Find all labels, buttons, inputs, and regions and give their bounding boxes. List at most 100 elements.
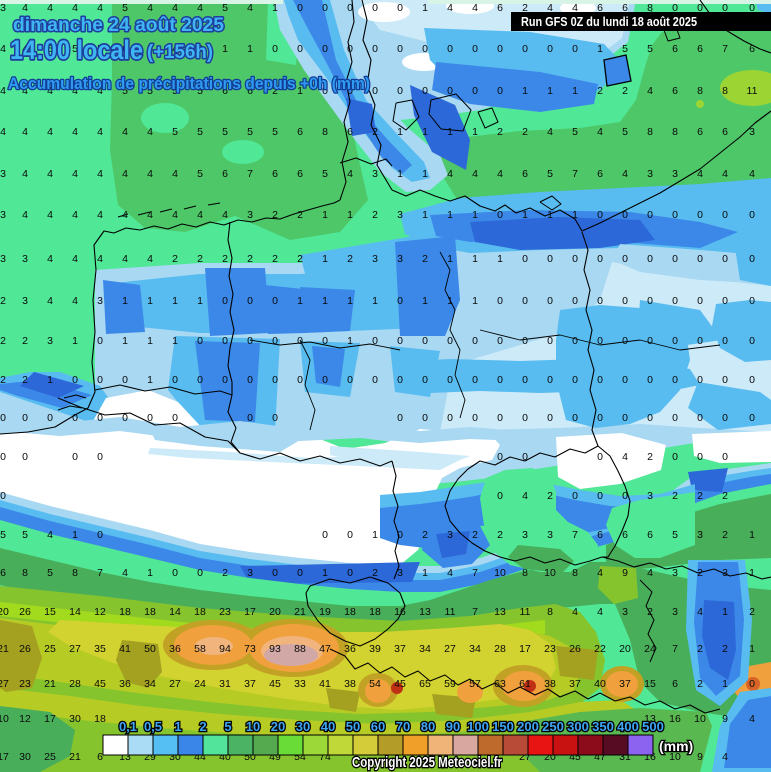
svg-text:0: 0 xyxy=(647,412,653,424)
svg-text:4: 4 xyxy=(197,2,203,14)
svg-text:4: 4 xyxy=(447,168,453,180)
svg-text:0: 0 xyxy=(622,412,628,424)
svg-text:13: 13 xyxy=(419,606,431,618)
svg-text:0: 0 xyxy=(47,412,53,424)
svg-text:0: 0 xyxy=(222,295,228,307)
svg-text:0: 0 xyxy=(322,43,328,55)
svg-text:2: 2 xyxy=(497,529,503,541)
svg-text:54: 54 xyxy=(369,678,381,690)
svg-text:0: 0 xyxy=(272,43,278,55)
svg-text:6: 6 xyxy=(97,751,103,763)
svg-text:350: 350 xyxy=(592,719,614,734)
svg-text:36: 36 xyxy=(119,678,131,690)
svg-text:4: 4 xyxy=(72,168,78,180)
svg-text:0: 0 xyxy=(97,529,103,541)
svg-text:4: 4 xyxy=(0,85,6,97)
svg-text:0: 0 xyxy=(447,374,453,386)
svg-text:16: 16 xyxy=(644,751,656,763)
svg-text:10: 10 xyxy=(544,567,556,579)
svg-text:0: 0 xyxy=(247,412,253,424)
svg-text:1: 1 xyxy=(72,335,78,347)
svg-text:0: 0 xyxy=(247,374,253,386)
svg-text:4: 4 xyxy=(147,253,153,265)
svg-text:4: 4 xyxy=(749,168,755,180)
svg-text:5: 5 xyxy=(547,168,553,180)
svg-text:4: 4 xyxy=(122,253,128,265)
svg-text:5: 5 xyxy=(224,719,231,734)
svg-text:8: 8 xyxy=(547,606,553,618)
svg-text:4: 4 xyxy=(347,168,353,180)
svg-text:38: 38 xyxy=(344,678,356,690)
svg-text:3: 3 xyxy=(397,209,403,221)
svg-text:6: 6 xyxy=(597,2,603,14)
svg-text:47: 47 xyxy=(319,643,331,655)
svg-text:4: 4 xyxy=(572,2,578,14)
svg-text:0: 0 xyxy=(72,412,78,424)
svg-text:8: 8 xyxy=(647,2,653,14)
svg-text:73: 73 xyxy=(244,643,256,655)
svg-text:2: 2 xyxy=(697,678,703,690)
svg-text:0: 0 xyxy=(297,567,303,579)
svg-text:2: 2 xyxy=(697,643,703,655)
svg-text:4: 4 xyxy=(47,168,53,180)
svg-text:24: 24 xyxy=(644,643,656,655)
svg-text:0: 0 xyxy=(672,295,678,307)
svg-text:0: 0 xyxy=(222,335,228,347)
svg-text:0: 0 xyxy=(597,253,603,265)
svg-text:2: 2 xyxy=(0,295,6,307)
svg-text:2: 2 xyxy=(172,253,178,265)
svg-text:2: 2 xyxy=(347,253,353,265)
svg-text:1: 1 xyxy=(247,43,253,55)
svg-text:0: 0 xyxy=(547,295,553,307)
svg-text:6: 6 xyxy=(297,168,303,180)
svg-text:39: 39 xyxy=(369,643,381,655)
svg-text:17: 17 xyxy=(244,606,256,618)
svg-text:2: 2 xyxy=(522,126,528,138)
svg-text:1: 1 xyxy=(472,209,478,221)
svg-text:2: 2 xyxy=(622,85,628,97)
svg-text:45: 45 xyxy=(269,678,281,690)
svg-text:33: 33 xyxy=(294,678,306,690)
svg-text:0: 0 xyxy=(697,295,703,307)
svg-text:0: 0 xyxy=(372,335,378,347)
svg-text:1: 1 xyxy=(522,85,528,97)
svg-text:4: 4 xyxy=(72,253,78,265)
svg-text:0: 0 xyxy=(647,209,653,221)
svg-text:20: 20 xyxy=(544,751,556,763)
svg-text:0: 0 xyxy=(397,335,403,347)
svg-text:0: 0 xyxy=(622,490,628,502)
svg-text:6: 6 xyxy=(347,126,353,138)
svg-text:37: 37 xyxy=(394,643,406,655)
svg-text:1: 1 xyxy=(447,253,453,265)
svg-text:1: 1 xyxy=(572,209,578,221)
svg-text:0: 0 xyxy=(222,374,228,386)
svg-text:1: 1 xyxy=(174,719,181,734)
svg-text:3: 3 xyxy=(647,490,653,502)
svg-text:Run GFS 0Z du lundi 18 août 20: Run GFS 0Z du lundi 18 août 2025 xyxy=(521,14,697,29)
svg-text:27: 27 xyxy=(69,643,81,655)
svg-text:70: 70 xyxy=(396,719,410,734)
svg-text:1: 1 xyxy=(547,85,553,97)
svg-text:20: 20 xyxy=(0,606,9,618)
svg-text:0: 0 xyxy=(347,43,353,55)
svg-text:3: 3 xyxy=(522,529,528,541)
svg-text:1: 1 xyxy=(147,567,153,579)
svg-text:4: 4 xyxy=(72,2,78,14)
svg-text:1: 1 xyxy=(722,678,728,690)
svg-text:5: 5 xyxy=(172,126,178,138)
svg-text:0: 0 xyxy=(497,43,503,55)
svg-text:1: 1 xyxy=(447,126,453,138)
svg-text:0: 0 xyxy=(622,335,628,347)
svg-text:17: 17 xyxy=(0,751,9,763)
svg-text:0: 0 xyxy=(372,43,378,55)
svg-text:6: 6 xyxy=(272,168,278,180)
svg-text:0: 0 xyxy=(497,335,503,347)
svg-text:1: 1 xyxy=(472,126,478,138)
svg-text:0: 0 xyxy=(97,412,103,424)
svg-text:59: 59 xyxy=(444,678,456,690)
svg-text:36: 36 xyxy=(344,643,356,655)
svg-text:0: 0 xyxy=(372,374,378,386)
svg-text:0: 0 xyxy=(472,374,478,386)
svg-text:0: 0 xyxy=(472,335,478,347)
svg-text:49: 49 xyxy=(269,751,281,763)
